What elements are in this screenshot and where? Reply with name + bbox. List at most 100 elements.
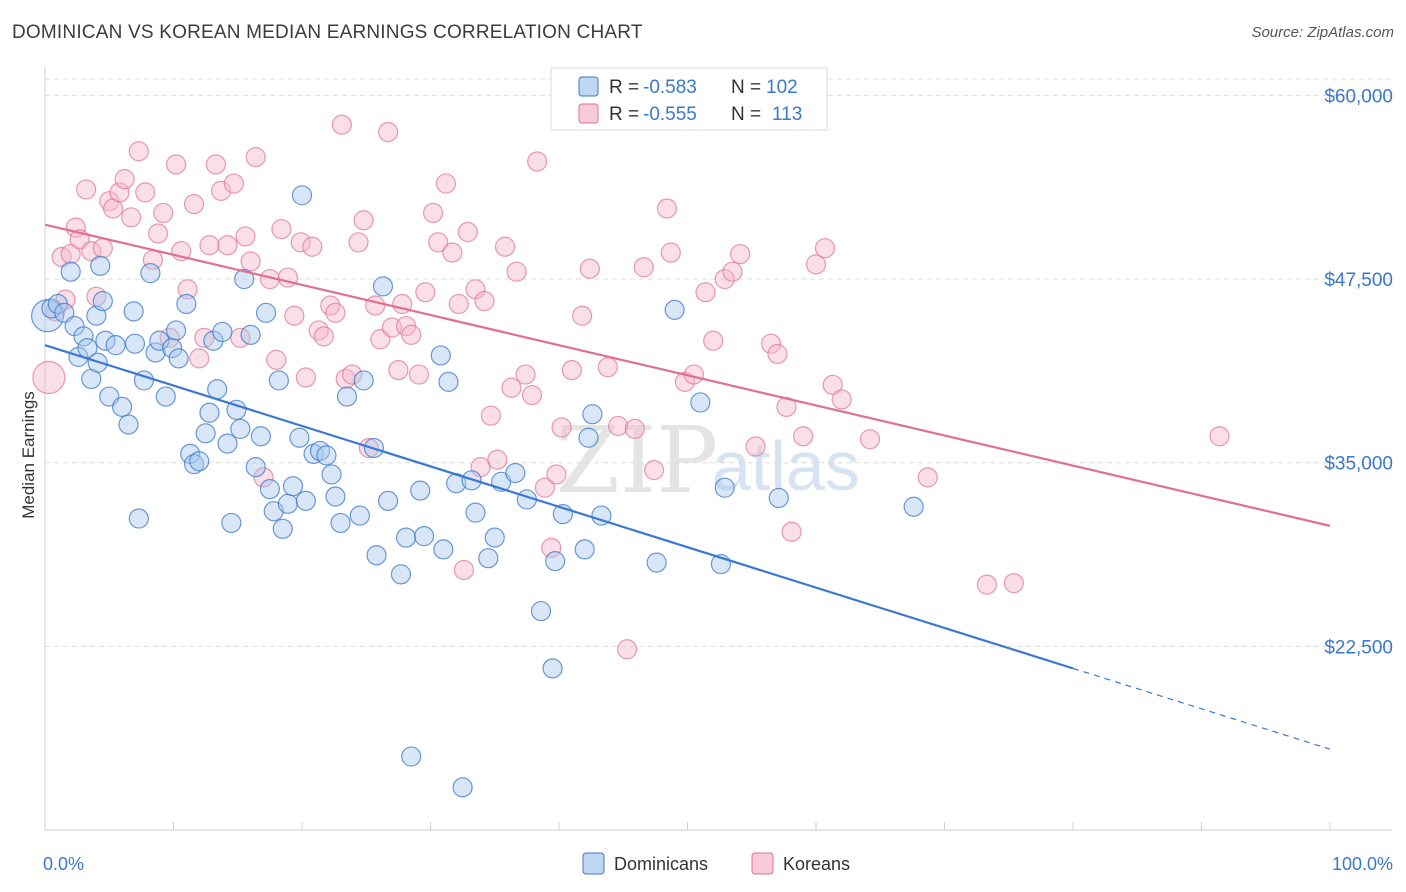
dominican-point	[438, 371, 459, 392]
korean-point	[541, 537, 562, 559]
korean-point	[210, 180, 232, 201]
korean-point	[401, 324, 422, 345]
dominican-point	[128, 508, 149, 529]
x-tick-label-end: 100.0%	[1332, 854, 1393, 874]
y-axis-label: Median Earnings	[19, 391, 38, 519]
dominican-point	[199, 402, 220, 423]
dominican-point	[73, 326, 94, 347]
korean-point	[617, 639, 638, 660]
korean-point	[453, 559, 475, 581]
dominican-point	[353, 370, 374, 391]
korean-point	[365, 295, 386, 316]
korean-point	[76, 179, 97, 200]
korean-point	[546, 464, 567, 485]
korean-point	[831, 389, 852, 410]
korean-point	[205, 154, 227, 175]
dominican-point	[145, 342, 166, 363]
korean-point	[408, 364, 430, 385]
korean-point	[805, 254, 827, 275]
korean-point	[814, 238, 836, 259]
korean-point	[147, 223, 169, 244]
dominican-trend-extension	[1072, 667, 1331, 750]
korean-point	[703, 330, 724, 351]
dominican-point	[212, 321, 233, 343]
korean-point	[487, 449, 508, 470]
korean-point	[608, 415, 629, 437]
dominican-point	[207, 379, 228, 400]
y-tick-label: $47,500	[1324, 270, 1393, 291]
dominican-point	[714, 477, 735, 498]
dominican-point	[140, 263, 161, 284]
korean-point	[624, 418, 645, 439]
dominican-point	[542, 658, 563, 679]
korean-point	[114, 169, 135, 190]
korean-point	[128, 141, 149, 162]
dominican-point	[291, 185, 313, 206]
korean-point	[767, 343, 788, 365]
dominican-point	[433, 539, 454, 560]
dominican-point	[295, 490, 316, 511]
legend-swatch-koreans	[578, 103, 599, 124]
dominican-point	[336, 386, 358, 407]
dominican-point	[282, 476, 304, 497]
korean-point	[722, 261, 743, 282]
korean-point	[183, 194, 205, 215]
dominican-point	[60, 261, 81, 282]
korean-point	[109, 182, 130, 203]
korean-point	[223, 173, 244, 194]
dominican-trend-line	[44, 344, 1074, 670]
dominican-point	[155, 386, 176, 407]
korean-point	[1003, 573, 1024, 594]
dominican-point	[768, 487, 789, 509]
korean-point	[313, 326, 334, 347]
dominican-point	[195, 423, 216, 444]
dominican-point	[582, 404, 603, 425]
korean-point	[189, 348, 210, 369]
bottom-swatch-koreans	[751, 852, 774, 875]
dominican-point	[321, 464, 342, 485]
dominican-point	[123, 301, 144, 322]
y-tick-label: $60,000	[1324, 86, 1393, 107]
dominican-point	[372, 276, 394, 297]
korean-trend-line	[44, 223, 1331, 527]
dominican-point	[377, 490, 399, 511]
korean-point	[506, 261, 527, 282]
korean-point	[527, 151, 548, 172]
y-tick-labels: $22,500 $35,000 $47,500 $60,000	[1324, 86, 1393, 658]
korean-point	[415, 282, 436, 303]
dominican-point	[149, 330, 170, 351]
dominican-point	[325, 486, 346, 507]
korean-point	[240, 251, 261, 272]
dominican-point	[259, 479, 280, 500]
dominican-point	[316, 445, 337, 466]
korean-point	[120, 207, 142, 228]
correlation-legend: R = -0.583 N = 102 R = -0.555 N = 113	[550, 67, 828, 131]
korean-point	[331, 114, 352, 135]
dominican-point	[545, 551, 566, 572]
korean-point	[217, 235, 238, 256]
bottom-swatch-dominicans	[582, 852, 605, 875]
korean-point	[325, 302, 346, 323]
dominican-point	[401, 746, 422, 767]
legend-n-value-koreans: 113	[772, 104, 802, 125]
x-tick-label-start: 0.0%	[43, 854, 84, 874]
dominican-point	[221, 512, 242, 534]
dominican-point	[268, 370, 289, 391]
dominican-point	[330, 512, 351, 534]
korean-point	[494, 236, 516, 257]
korean-point	[660, 242, 681, 263]
korean-point	[353, 210, 374, 231]
dominican-point	[690, 392, 711, 413]
trend-lines	[44, 223, 1331, 750]
korean-point	[422, 202, 444, 224]
dominican-point	[289, 427, 310, 448]
korean-point	[428, 232, 449, 253]
dominican-point	[92, 290, 113, 312]
dominican-point	[165, 320, 187, 341]
korean-point	[388, 360, 409, 381]
legend-swatch-dominicans	[578, 76, 599, 97]
korean-point	[822, 374, 843, 395]
korean-point	[235, 226, 256, 247]
korean-point	[597, 357, 618, 378]
dominican-point	[430, 345, 451, 366]
